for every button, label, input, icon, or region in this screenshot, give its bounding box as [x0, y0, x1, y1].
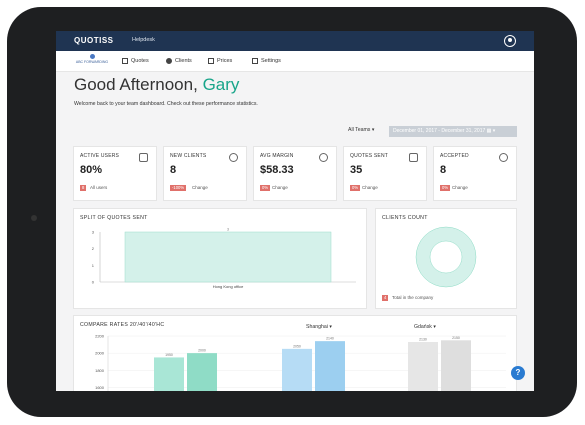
app-screen: QUOTISS Helpdesk ABC FORWARDING Quotes C… [56, 31, 534, 391]
nav-item-prices[interactable]: Prices [208, 58, 232, 64]
app-logo[interactable]: QUOTISS [74, 36, 114, 45]
donut-outline [415, 226, 477, 288]
stat-badge: 8 [80, 185, 87, 191]
quotes-icon [122, 58, 128, 64]
y-tick-label: 1 [92, 263, 95, 268]
company-name: ABC FORWARDING [75, 60, 109, 64]
port-select-gdansk[interactable]: Gdańsk ▾ [414, 324, 436, 330]
nav-item-settings[interactable]: Settings [252, 58, 281, 64]
stat-value: 8 [170, 164, 177, 176]
y-tick-label: 1800 [95, 368, 105, 373]
company-logo-icon [89, 54, 95, 59]
data-label: 1950 [165, 353, 173, 357]
greeting: Good Afternoon, Gary [74, 75, 239, 95]
stat-label: ACTIVE USERS [80, 153, 120, 159]
x-tick-label: Hong Kong office [213, 284, 244, 289]
stat-note: Change [452, 185, 468, 190]
clients-count-panel: CLIENTS COUNT 4 Total in the company [375, 208, 517, 309]
data-label: 2130 [419, 338, 427, 342]
rocket-icon [409, 153, 418, 162]
camera-icon [31, 215, 37, 221]
stat-badge: 0% [440, 185, 451, 191]
stat-card-new-clients: NEW CLIENTS 8 -100% Change [163, 146, 247, 201]
stat-badge: 0% [350, 185, 361, 191]
stat-label: AVG MARGIN [260, 153, 294, 159]
data-label: 3 [227, 228, 229, 232]
clients-icon [166, 58, 172, 64]
stat-card-active-users: ACTIVE USERS 80% 8 All users [73, 146, 157, 201]
bar [154, 357, 184, 391]
stat-card-quotes-sent: QUOTES SENT 35 0% Change [343, 146, 427, 201]
y-tick-label: 2200 [95, 334, 105, 339]
stat-label: NEW CLIENTS [170, 153, 207, 159]
coin-icon [319, 153, 328, 162]
stat-value: 8 [440, 164, 447, 176]
stat-value: 35 [350, 164, 363, 176]
y-tick-label: 0 [92, 280, 95, 285]
data-label: 2150 [452, 336, 460, 340]
helpdesk-link[interactable]: Helpdesk [132, 37, 155, 43]
stat-card-avg-margin: AVG MARGIN $58.33 0% Change [253, 146, 337, 201]
panel-title: COMPARE RATES 20'/40'/40'HC [80, 322, 165, 328]
stat-card-accepted: ACCEPTED 8 0% Change [433, 146, 517, 201]
date-range-picker[interactable]: December 01, 2017 - December 31, 2017 ▦ … [389, 126, 517, 137]
company-logo[interactable]: ABC FORWARDING [72, 54, 112, 64]
stat-note: All users [90, 185, 108, 190]
y-tick-label: 2000 [95, 351, 105, 356]
stat-value: $58.33 [260, 164, 294, 176]
split-quotes-panel: SPLIT OF QUOTES SENT 0 1 2 3 3 Hong Kong offi… [73, 208, 367, 309]
nav-item-clients[interactable]: Clients [166, 58, 192, 64]
nav-item-label: Prices [217, 58, 233, 64]
nav-item-label: Quotes [131, 58, 149, 64]
bar [441, 340, 471, 391]
stat-label: QUOTES SENT [350, 153, 389, 159]
top-bar: QUOTISS Helpdesk [56, 31, 534, 51]
stat-badge: 0% [260, 185, 271, 191]
compare-rates-panel: COMPARE RATES 20'/40'/40'HC Shanghai ▾ G… [73, 315, 517, 391]
stat-note: Change [362, 185, 378, 190]
login-icon [139, 153, 148, 162]
compare-chart: 1600 1800 2000 2200 1950 2000 2050 2140 2130 2150 [95, 334, 506, 391]
data-label: 2140 [326, 337, 334, 341]
donut-inner-outline [429, 240, 463, 274]
nav-item-quotes[interactable]: Quotes [122, 58, 149, 64]
user-avatar-icon[interactable] [504, 35, 516, 47]
donut-slice [416, 227, 476, 287]
panel-title: SPLIT OF QUOTES SENT [80, 215, 148, 221]
welcome-text: Welcome back to your team dashboard. Che… [74, 101, 258, 107]
data-label: 2000 [198, 349, 206, 353]
greeting-name: Gary [202, 75, 240, 94]
team-filter-select[interactable]: All Teams ▾ [348, 127, 375, 133]
bar [408, 342, 438, 391]
help-button[interactable]: ? [511, 366, 525, 380]
bar [315, 341, 345, 391]
bar [124, 231, 332, 283]
checkmark-icon [499, 153, 508, 162]
nav-item-label: Clients [175, 58, 192, 64]
data-label: 2050 [293, 344, 301, 348]
bar [187, 353, 217, 391]
bar [282, 348, 312, 391]
main-nav: ABC FORWARDING Quotes Clients Prices Set… [56, 51, 534, 72]
y-tick-label: 1600 [95, 385, 105, 390]
clients-badge: 4 [382, 295, 389, 301]
port-select-shanghai[interactable]: Shanghai ▾ [306, 324, 332, 330]
add-user-icon [229, 153, 238, 162]
prices-icon [208, 58, 214, 64]
y-tick-label: 3 [92, 230, 95, 235]
stat-note: Change [272, 185, 288, 190]
stat-badge: -100% [170, 185, 187, 191]
clients-note: Total in the company [392, 295, 434, 300]
split-chart: 0 1 2 3 3 Hong Kong office [92, 228, 356, 289]
nav-item-label: Settings [261, 58, 281, 64]
greeting-prefix: Good Afternoon, [74, 75, 198, 94]
panel-title: CLIENTS COUNT [382, 215, 428, 221]
stat-label: ACCEPTED [440, 153, 469, 159]
y-tick-label: 2 [92, 246, 95, 251]
stat-note: Change [192, 185, 208, 190]
clients-donut-chart [415, 226, 477, 288]
stat-value: 80% [80, 164, 103, 176]
settings-icon [252, 58, 258, 64]
